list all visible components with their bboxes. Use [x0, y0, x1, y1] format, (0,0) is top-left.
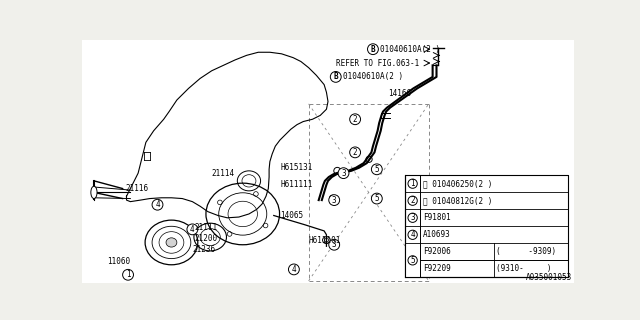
Ellipse shape [408, 179, 417, 188]
Ellipse shape [349, 147, 360, 158]
Ellipse shape [91, 186, 97, 198]
Polygon shape [94, 187, 131, 198]
Text: Ⓑ 01040812G(2 ): Ⓑ 01040812G(2 ) [422, 196, 492, 205]
Text: 2: 2 [353, 148, 357, 157]
Text: B: B [333, 72, 338, 81]
Ellipse shape [338, 168, 349, 179]
Ellipse shape [289, 264, 300, 275]
Ellipse shape [408, 230, 417, 239]
Text: H611101: H611101 [308, 236, 341, 245]
Text: 21114: 21114 [212, 169, 235, 178]
Text: 01040610A(2 ): 01040610A(2 ) [343, 72, 403, 81]
Text: 11060: 11060 [107, 257, 131, 266]
Text: 5: 5 [374, 165, 379, 174]
Text: 5: 5 [410, 256, 415, 265]
Ellipse shape [371, 193, 382, 204]
Text: H615131: H615131 [280, 163, 312, 172]
Text: 21111: 21111 [195, 222, 218, 232]
Ellipse shape [329, 195, 340, 205]
Text: 14065: 14065 [280, 211, 303, 220]
Text: 1: 1 [410, 179, 415, 188]
Text: (9310-     ): (9310- ) [496, 264, 552, 273]
Text: 4: 4 [190, 225, 195, 234]
Ellipse shape [166, 238, 177, 247]
Text: 1: 1 [125, 270, 131, 279]
Text: 21236: 21236 [193, 245, 216, 254]
FancyBboxPatch shape [81, 40, 573, 283]
Text: 5: 5 [374, 194, 379, 203]
Text: REFER TO FIG.063-1: REFER TO FIG.063-1 [336, 59, 419, 68]
Ellipse shape [408, 213, 417, 222]
Ellipse shape [349, 114, 360, 124]
Text: A035001053: A035001053 [526, 273, 572, 282]
Text: 2: 2 [353, 115, 357, 124]
Ellipse shape [371, 164, 382, 175]
Text: 21200: 21200 [195, 234, 218, 243]
Text: F92006: F92006 [422, 247, 451, 256]
FancyBboxPatch shape [405, 244, 420, 277]
Text: (      -9309): ( -9309) [496, 247, 556, 256]
Text: A10693: A10693 [422, 230, 451, 239]
Text: 4: 4 [292, 265, 296, 274]
Ellipse shape [123, 269, 134, 280]
Ellipse shape [187, 224, 198, 235]
Text: F91801: F91801 [422, 213, 451, 222]
Text: Ⓑ 010406250(2 ): Ⓑ 010406250(2 ) [422, 179, 492, 188]
Ellipse shape [408, 256, 417, 265]
Text: H611111: H611111 [280, 180, 312, 189]
Text: 3: 3 [332, 196, 337, 204]
Text: 2: 2 [410, 196, 415, 205]
Ellipse shape [408, 196, 417, 205]
Text: 4: 4 [155, 200, 160, 209]
Text: 14166: 14166 [388, 89, 412, 98]
Ellipse shape [152, 199, 163, 210]
FancyBboxPatch shape [405, 175, 568, 277]
Ellipse shape [330, 71, 341, 82]
Text: F92209: F92209 [422, 264, 451, 273]
Text: 3: 3 [410, 213, 415, 222]
Text: 01040610A(2 ): 01040610A(2 ) [380, 45, 440, 54]
Ellipse shape [329, 239, 340, 250]
Text: 4: 4 [410, 230, 415, 239]
Text: B: B [371, 45, 375, 54]
Text: 3: 3 [341, 169, 346, 178]
Text: 21116: 21116 [125, 184, 148, 193]
Ellipse shape [367, 44, 378, 55]
Text: 3: 3 [332, 240, 337, 249]
